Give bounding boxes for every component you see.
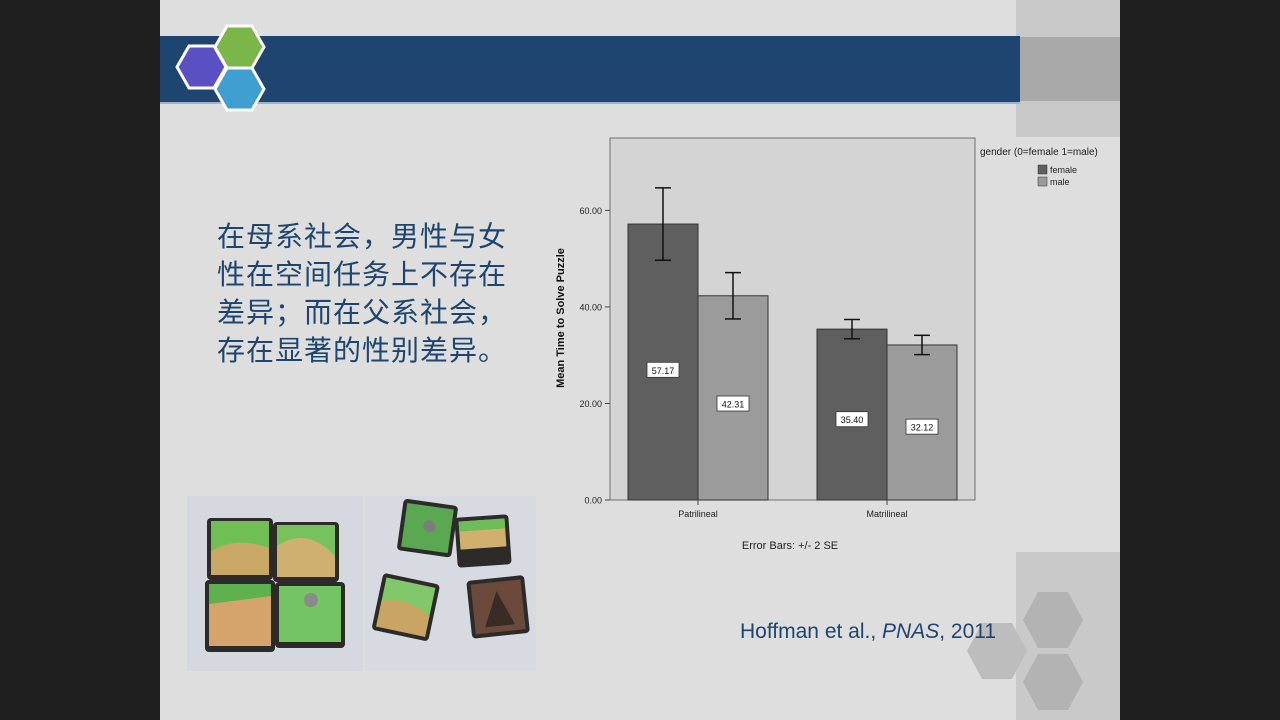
- chart-data-label: 57.17: [652, 366, 675, 376]
- chart-y-axis-label: Mean Time to Solve Puzzle: [555, 248, 567, 388]
- corner-decoration-top-inner: [1016, 37, 1120, 101]
- chart-data-label: 42.31: [722, 400, 745, 410]
- chart-legend-female: female: [1050, 165, 1077, 175]
- slide: 在母系社会，男性与女性在空间任务上不存在差异；而在父系社会，存在显著的性别差异。: [160, 0, 1120, 720]
- chart-note: Error Bars: +/- 2 SE: [742, 540, 838, 552]
- chart-legend-male: male: [1050, 177, 1070, 187]
- chart-x-tick-label: Matrilineal: [866, 509, 907, 519]
- citation-year: , 2011: [939, 620, 997, 643]
- letterbox-left: [0, 0, 160, 720]
- chart-legend: gender (0=female 1=male) female male: [980, 147, 1098, 187]
- letterbox-right: [1120, 0, 1280, 720]
- bar-chart: 57.17 42.31 35.40 32.12 0.00 20.00 40.00 60.00…: [540, 130, 1120, 560]
- chart-data-label-box: [835, 411, 869, 428]
- chart-y-tick-label: 20.00: [579, 399, 602, 409]
- chart-data-label: 35.40: [841, 415, 864, 425]
- chart-data-label: 32.12: [911, 423, 934, 433]
- body-text: 在母系社会，男性与女性在空间任务上不存在差异；而在父系社会，存在显著的性别差异。: [217, 220, 508, 367]
- chart-svg: 57.17 42.31 35.40 32.12 0.00 20.00 40.00 60.00…: [555, 137, 1098, 552]
- chart-x-tick-label: Patrilineal: [678, 509, 718, 519]
- chart-data-label-box: [905, 418, 939, 435]
- citation-authors: Hoffman et al.,: [740, 620, 877, 643]
- citation: Hoffman et al., PNAS, 2011: [740, 620, 996, 644]
- puzzle-photo-scattered: [365, 496, 536, 671]
- chart-legend-swatch-female: [1037, 164, 1048, 175]
- chart-y-tick-label: 0.00: [584, 496, 602, 506]
- chart-data-label-box: [646, 361, 680, 378]
- chart-legend-title: gender (0=female 1=male): [980, 147, 1098, 158]
- chart-data-label-box: [716, 395, 750, 412]
- hexagon-logo: [175, 24, 266, 112]
- puzzle-photo-assembled: [187, 496, 363, 671]
- chart-legend-swatch-male: [1037, 176, 1048, 187]
- decorative-hexagons: [967, 592, 1083, 710]
- puzzle-cube: [207, 518, 273, 580]
- chart-y-tick-label: 60.00: [579, 206, 602, 216]
- logo-hex-blue: [213, 66, 266, 112]
- chart-y-tick-label: 40.00: [579, 302, 602, 312]
- header-band: [160, 36, 1020, 104]
- citation-journal: PNAS: [882, 620, 940, 643]
